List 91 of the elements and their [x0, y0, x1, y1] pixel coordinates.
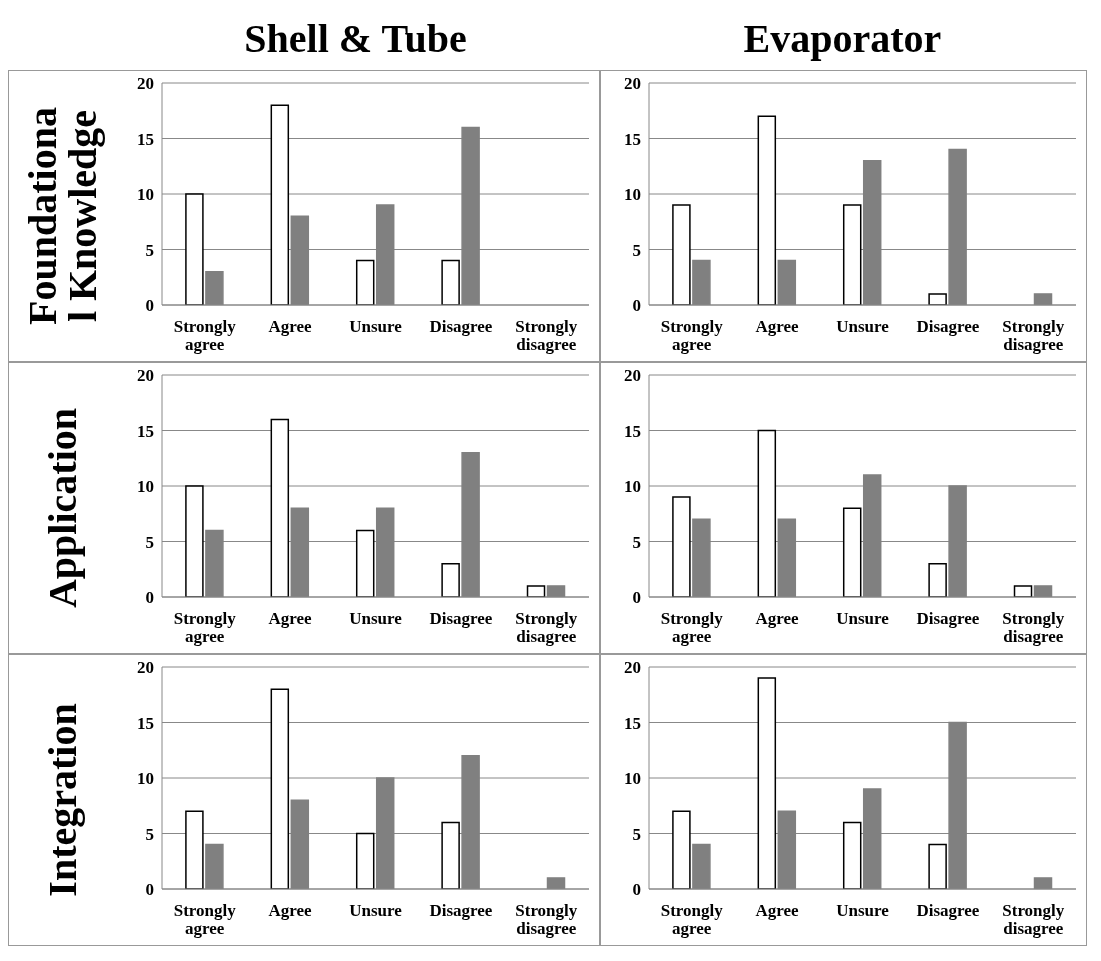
- bar: [270, 688, 290, 889]
- y-tick-label: 20: [624, 366, 641, 386]
- x-tick-label: Agree: [268, 901, 313, 921]
- x-tick-label: Unsure: [349, 317, 403, 337]
- y-tick-label: 10: [624, 477, 641, 497]
- bar: [672, 496, 691, 597]
- y-tick-label: 0: [145, 296, 154, 316]
- bar: [928, 562, 947, 597]
- y-tick-label: 20: [137, 366, 154, 386]
- bar: [842, 507, 862, 597]
- bar: [757, 677, 777, 889]
- x-tick-label: Strongly agree: [660, 901, 724, 939]
- y-tick-label: 20: [137, 74, 154, 94]
- y-tick-label: 15: [137, 713, 154, 733]
- x-tick-label: Strongly disagree: [515, 901, 578, 939]
- y-tick-label: 0: [632, 588, 641, 608]
- bar: [355, 529, 375, 597]
- bar: [672, 204, 691, 305]
- bar: [672, 810, 691, 889]
- y-tick-label: 15: [624, 713, 641, 733]
- y-tick-label: 15: [624, 129, 641, 149]
- y-tick-label: 5: [145, 240, 154, 260]
- x-tick-label: Agree: [268, 317, 313, 337]
- y-tick-label: 10: [624, 769, 641, 789]
- y-tick-label: 20: [137, 658, 154, 678]
- y-tick-label: 0: [632, 880, 641, 900]
- y-tick-label: 10: [137, 769, 154, 789]
- bar: [928, 843, 947, 889]
- bar: [441, 562, 460, 597]
- y-tick-label: 10: [624, 185, 641, 205]
- y-tick-label: 5: [632, 824, 641, 844]
- bar: [185, 193, 204, 305]
- x-tick-label: Strongly disagree: [1002, 901, 1065, 939]
- x-tick-label: Strongly disagree: [515, 609, 578, 647]
- x-tick-label: Strongly disagree: [1002, 609, 1065, 647]
- x-tick-label: Agree: [755, 317, 800, 337]
- y-tick-label: 10: [137, 477, 154, 497]
- x-tick-label: Strongly agree: [173, 901, 237, 939]
- y-tick-label: 20: [624, 658, 641, 678]
- y-tick-label: 20: [624, 74, 641, 94]
- y-tick-label: 5: [632, 240, 641, 260]
- bar: [441, 821, 460, 889]
- x-tick-label: Strongly disagree: [1002, 317, 1065, 355]
- y-tick-label: 5: [145, 824, 154, 844]
- x-tick-label: Unsure: [349, 609, 403, 629]
- x-tick-label: Agree: [268, 609, 313, 629]
- y-tick-label: 0: [145, 588, 154, 608]
- x-tick-label: Strongly agree: [660, 609, 724, 647]
- x-tick-label: Strongly agree: [660, 317, 724, 355]
- x-tick-label: Unsure: [836, 901, 890, 921]
- y-tick-label: 15: [137, 129, 154, 149]
- bar: [441, 259, 460, 305]
- x-tick-label: Unsure: [836, 317, 890, 337]
- y-tick-label: 0: [632, 296, 641, 316]
- y-tick-label: 5: [632, 532, 641, 552]
- x-tick-label: Disagree: [429, 609, 493, 629]
- bar: [185, 810, 204, 889]
- bar: [185, 485, 204, 597]
- x-tick-label: Agree: [755, 609, 800, 629]
- x-tick-label: Disagree: [916, 901, 980, 921]
- bar: [842, 821, 862, 889]
- bar: [757, 115, 777, 305]
- y-tick-label: 15: [624, 421, 641, 441]
- x-tick-label: Disagree: [429, 901, 493, 921]
- bar: [270, 418, 290, 597]
- bar: [526, 585, 546, 597]
- x-tick-label: Disagree: [429, 317, 493, 337]
- y-tick-label: 15: [137, 421, 154, 441]
- chart-title: Shell & Tube: [243, 15, 468, 63]
- chart-title: Evaporator: [742, 15, 943, 63]
- y-tick-label: 10: [137, 185, 154, 205]
- bar: [270, 104, 290, 305]
- y-tick-label: 0: [145, 880, 154, 900]
- y-tick-label: 5: [145, 532, 154, 552]
- bar: [928, 293, 947, 305]
- x-tick-label: Unsure: [836, 609, 890, 629]
- x-tick-label: Disagree: [916, 609, 980, 629]
- x-tick-label: Unsure: [349, 901, 403, 921]
- bar: [355, 832, 375, 889]
- x-tick-label: Disagree: [916, 317, 980, 337]
- y-axis-title: Application: [39, 407, 85, 609]
- x-tick-label: Strongly agree: [173, 609, 237, 647]
- y-axis-title: Integration: [39, 703, 85, 897]
- bar: [355, 259, 375, 305]
- bar: [1013, 585, 1033, 597]
- x-tick-label: Strongly agree: [173, 317, 237, 355]
- x-tick-label: Strongly disagree: [515, 317, 578, 355]
- x-tick-label: Agree: [755, 901, 800, 921]
- bar: [757, 429, 777, 597]
- bar: [842, 204, 862, 305]
- y-axis-title: Foundationa l Knowledge: [19, 107, 105, 325]
